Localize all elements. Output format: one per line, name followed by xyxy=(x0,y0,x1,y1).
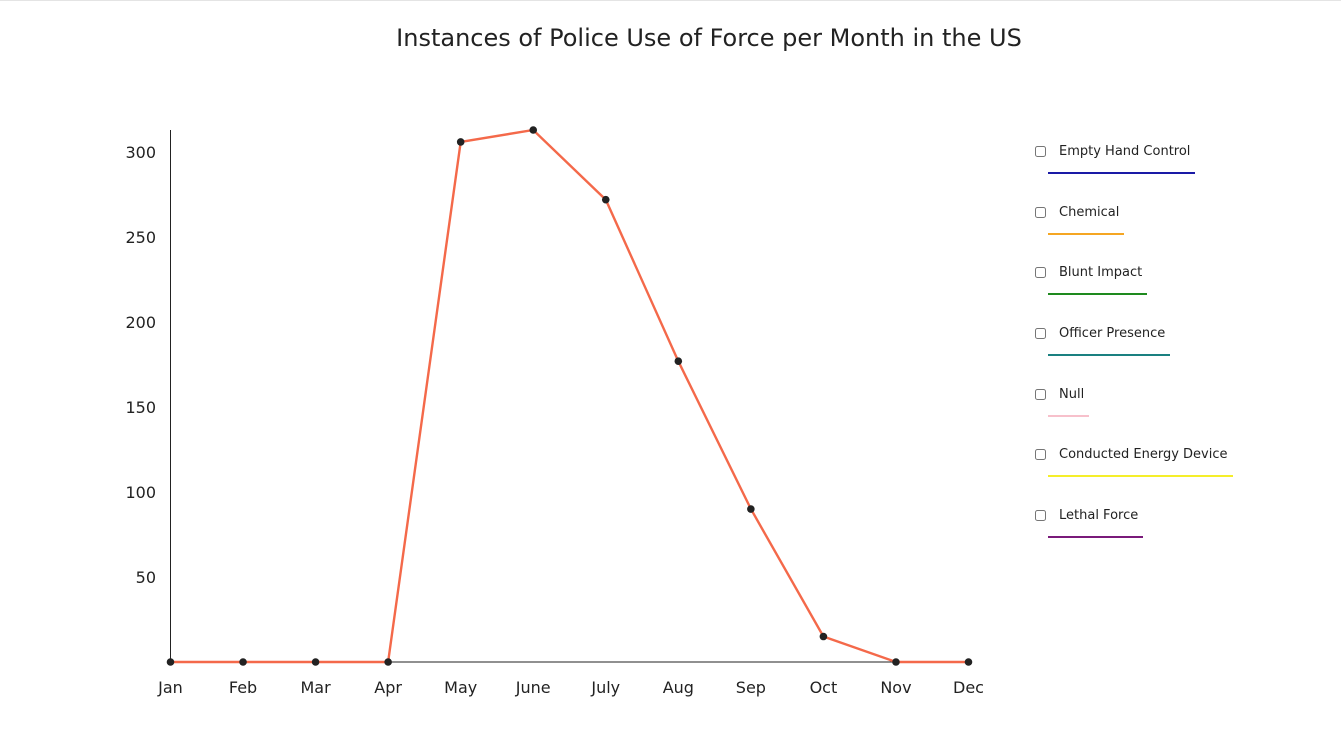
data-point xyxy=(674,357,683,365)
top-divider xyxy=(0,0,1341,1)
series-points xyxy=(166,126,973,666)
legend-swatch xyxy=(1048,232,1125,235)
legend-swatch xyxy=(1048,475,1233,478)
x-axis-ticks: Jan Feb Mar Apr May June July Aug Sep Oct Nov Dec xyxy=(157,678,984,697)
x-tick-label: Apr xyxy=(374,678,402,697)
series-lines xyxy=(170,128,969,664)
legend-item[interactable]: Blunt Impact xyxy=(1035,265,1235,326)
legend-item[interactable]: Conducted Energy Device xyxy=(1035,447,1235,508)
data-point xyxy=(166,658,175,666)
data-point xyxy=(311,658,320,666)
chart-title: Instances of Police Use of Force per Mon… xyxy=(396,24,1022,52)
legend-item[interactable]: Chemical xyxy=(1035,205,1235,266)
y-tick-label: 200 xyxy=(125,313,156,332)
data-point xyxy=(819,632,828,641)
legend-label: Officer Presence xyxy=(1059,326,1166,342)
legend-checkbox[interactable] xyxy=(1035,206,1046,218)
legend-swatch xyxy=(1048,172,1196,174)
x-tick-label: Sep xyxy=(736,678,766,697)
x-tick-label: Mar xyxy=(300,678,331,697)
legend-label: Empty Hand Control xyxy=(1059,144,1191,159)
legend-checkbox[interactable] xyxy=(1035,267,1046,279)
legend-checkbox[interactable] xyxy=(1035,510,1046,522)
legend-swatch xyxy=(1048,536,1144,539)
legend-label: Null xyxy=(1059,386,1085,402)
data-point xyxy=(892,658,900,666)
legend-checkbox[interactable] xyxy=(1035,388,1046,400)
x-tick-label: June xyxy=(515,678,551,697)
x-tick-label: Feb xyxy=(229,678,257,697)
y-axis-ticks: 50 100 150 200 250 300 xyxy=(125,143,156,587)
y-tick-label: 50 xyxy=(136,568,156,587)
legend-label: Lethal Force xyxy=(1059,508,1139,524)
legend-swatch xyxy=(1048,354,1171,357)
legend-label: Conducted Energy Device xyxy=(1059,447,1228,463)
x-tick-label: Aug xyxy=(663,678,694,697)
data-point xyxy=(964,658,973,666)
y-tick-label: 150 xyxy=(125,398,156,417)
legend-swatch xyxy=(1048,414,1090,417)
x-tick-label: Jan xyxy=(157,678,183,697)
legend-item[interactable]: Lethal Force xyxy=(1035,508,1235,569)
legend-checkbox[interactable] xyxy=(1035,449,1046,461)
chart-axes xyxy=(170,130,969,663)
legend-item[interactable]: Officer Presence xyxy=(1035,326,1235,387)
line-chart: 50 100 150 200 250 300 Jan Feb Mar Apr May June Jul… xyxy=(125,126,984,697)
chart-legend: Empty Hand Control Chemical Blunt Impact Of… xyxy=(1035,144,1235,569)
x-tick-label: Oct xyxy=(810,678,838,697)
legend-swatch xyxy=(1048,293,1148,296)
x-tick-label: July xyxy=(590,678,620,697)
legend-label: Blunt Impact xyxy=(1059,265,1143,281)
data-point xyxy=(529,126,538,134)
y-tick-label: 250 xyxy=(125,228,156,247)
y-tick-label: 100 xyxy=(125,483,156,502)
x-tick-label: May xyxy=(444,678,477,697)
data-point xyxy=(239,658,247,666)
x-tick-label: Nov xyxy=(880,678,911,697)
legend-checkbox[interactable] xyxy=(1035,146,1046,157)
data-point xyxy=(384,658,392,666)
data-point xyxy=(456,138,465,146)
series-line xyxy=(170,128,969,664)
y-tick-label: 300 xyxy=(125,143,156,162)
legend-item[interactable]: Null xyxy=(1035,387,1235,448)
legend-item[interactable]: Empty Hand Control xyxy=(1035,144,1235,205)
data-point xyxy=(747,505,755,513)
legend-label: Chemical xyxy=(1059,204,1120,220)
data-point xyxy=(601,195,610,204)
legend-checkbox[interactable] xyxy=(1035,328,1046,340)
x-tick-label: Dec xyxy=(953,678,984,697)
